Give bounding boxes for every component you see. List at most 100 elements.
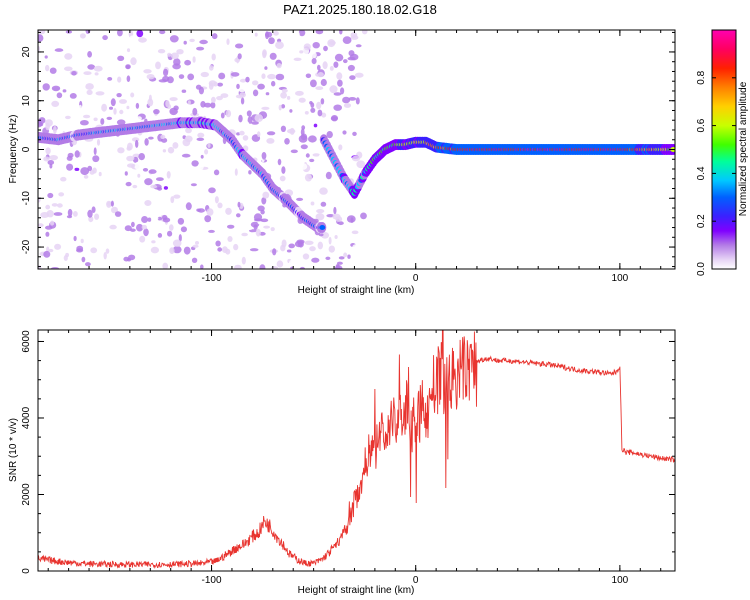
heatmap-cell: [81, 256, 86, 263]
spectrogram-y-label: Frequency (Hz): [8, 115, 19, 184]
heatmap-cell: [162, 262, 168, 269]
spectrogram-y-ticks: -20 -10 0 10 20: [21, 31, 675, 268]
heatmap-cell: [320, 232, 330, 239]
heatmap-cell: [316, 101, 322, 110]
heatmap-cells: [38, 30, 675, 269]
heatmap-cell: [46, 108, 53, 112]
heatmap-cell: [147, 217, 152, 222]
heatmap-cell: [355, 44, 362, 48]
heatmap-cell: [317, 241, 323, 250]
heatmap-cell: [252, 89, 259, 97]
heatmap-cell: [74, 167, 80, 171]
heatmap-cell: [144, 178, 153, 186]
heatmap-cell: [269, 146, 274, 154]
heatmap-cell: [93, 117, 98, 122]
heatmap-cell: [150, 184, 158, 189]
heatmap-cell: [148, 94, 152, 102]
heatmap-cell: [320, 98, 325, 105]
heatmap-cell: [252, 80, 259, 86]
heatmap-cell: [53, 235, 59, 243]
heatmap-cell: [236, 213, 241, 218]
y-tick-label: -20: [21, 239, 32, 254]
heatmap-cell: [210, 102, 216, 109]
heatmap-cell: [261, 197, 267, 205]
heatmap-cell: [66, 215, 73, 219]
heatmap-cell: [45, 147, 51, 155]
heatmap-cell: [328, 236, 332, 245]
heatmap-cell: [136, 223, 144, 232]
heatmap-cell: [51, 100, 60, 107]
heatmap-cell: [110, 98, 116, 107]
heatmap-cell: [310, 79, 317, 88]
heatmap-cell: [98, 171, 102, 177]
heatmap-cell: [162, 75, 170, 82]
heatmap-cell: [344, 200, 353, 207]
heatmap-cell: [142, 168, 149, 172]
heatmap-cell: [126, 105, 130, 110]
heatmap-cell: [127, 258, 131, 262]
heatmap-cell: [169, 97, 178, 102]
heatmap-cell: [208, 187, 216, 194]
y-tick-label: -10: [21, 191, 32, 206]
heatmap-cell: [196, 46, 205, 51]
heatmap-cell: [65, 115, 71, 120]
heatmap-cell: [195, 241, 199, 245]
heatmap-cell: [187, 100, 191, 105]
heatmap-cell: [130, 228, 136, 232]
heatmap-cell: [177, 217, 185, 225]
heatmap-cell: [119, 99, 127, 104]
heatmap-cell: [51, 203, 58, 207]
heatmap-cell: [135, 139, 139, 148]
heatmap-cell: [138, 153, 145, 161]
heatmap-cell: [312, 153, 321, 157]
heatmap-cell: [342, 130, 347, 135]
heatmap-cell: [255, 228, 261, 237]
heatmap-cell: [159, 30, 166, 35]
heatmap-cell: [49, 163, 53, 169]
heatmap-cell: [114, 211, 122, 217]
heatmap-cell: [300, 144, 308, 150]
heatmap-cell: [276, 260, 284, 268]
heatmap-cell: [310, 102, 315, 108]
heatmap-cell: [38, 30, 46, 35]
heatmap-cell: [249, 229, 257, 233]
heatmap-cell: [70, 202, 77, 211]
heatmap-cell: [319, 187, 328, 195]
heatmap-cell: [262, 49, 267, 57]
heatmap-cell: [119, 109, 124, 115]
heatmap-cell: [155, 61, 161, 70]
heatmap-cell: [318, 153, 326, 161]
heatmap-cell: [196, 137, 205, 141]
heatmap-cell: [148, 169, 157, 174]
heatmap-cell: [64, 53, 73, 60]
heatmap-cell: [100, 118, 105, 125]
heatmap-cell: [208, 229, 215, 233]
heatmap-cell: [45, 204, 51, 210]
heatmap-cell: [135, 102, 140, 109]
heatmap-cell: [87, 64, 96, 70]
heatmap-cell: [226, 38, 230, 45]
heatmap-cell: [46, 210, 54, 218]
heatmap-cell: [51, 85, 61, 92]
y-tick-label: 20: [21, 46, 32, 58]
heatmap-cell: [200, 71, 209, 78]
heatmap-cell: [110, 200, 114, 207]
heatmap-cell: [195, 84, 202, 90]
heatmap-cell: [211, 53, 216, 61]
heatmap-cell: [74, 150, 80, 158]
heatmap-cell: [299, 163, 308, 170]
heatmap-cell: [213, 81, 218, 87]
heatmap-cell: [49, 155, 58, 161]
heatmap-cell: [265, 31, 269, 40]
heatmap-cell: [299, 50, 304, 54]
heatmap-cell: [217, 247, 223, 252]
heatmap-cell: [310, 201, 315, 206]
heatmap-cell: [130, 245, 138, 251]
heatmap-cell: [116, 119, 126, 126]
heatmap-cell: [197, 163, 204, 171]
heatmap-cell: [281, 239, 287, 248]
heatmap-cell: [162, 214, 168, 221]
heatmap-cell: [295, 68, 301, 73]
heatmap-cell: [230, 72, 240, 77]
